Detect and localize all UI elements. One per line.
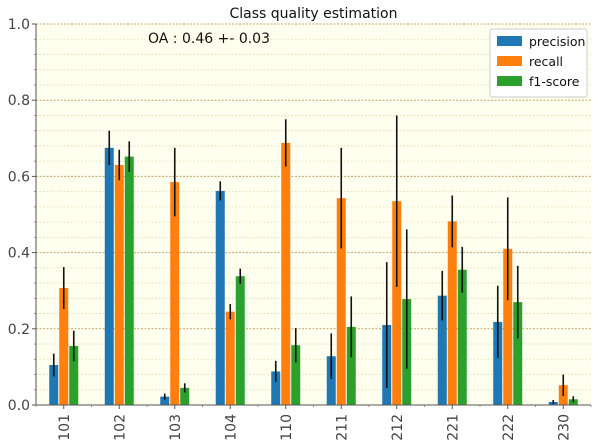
bar-recall-101 — [59, 288, 69, 405]
bar-f1-score-211 — [346, 326, 356, 405]
bar-recall-221 — [447, 221, 457, 405]
bar-precision-104 — [215, 190, 225, 405]
y-tick-label: 1.0 — [8, 17, 30, 33]
x-tick-label: 104 — [223, 414, 239, 441]
bar-precision-211 — [326, 356, 336, 405]
bar-recall-211 — [336, 198, 346, 405]
bar-f1-score-102 — [124, 156, 134, 405]
overall-accuracy-annotation: OA : 0.46 +- 0.03 — [148, 31, 270, 47]
legend-swatch-f1-score — [497, 76, 522, 86]
bar-precision-221 — [437, 295, 447, 405]
x-tick-label: 222 — [501, 414, 517, 441]
bar-recall-102 — [114, 164, 124, 405]
bar-recall-212 — [392, 201, 402, 405]
legend-label-recall: recall — [529, 54, 563, 69]
x-tick-label: 221 — [445, 414, 461, 441]
x-tick-label: 103 — [168, 414, 184, 441]
x-tick-label: 230 — [556, 414, 572, 441]
y-tick-label: 0.0 — [8, 398, 30, 414]
error-bars — [52, 115, 575, 404]
bar-f1-score-222 — [513, 302, 523, 405]
x-tick-label: 102 — [112, 414, 128, 441]
legend-swatch-recall — [497, 56, 522, 66]
bar-f1-score-103 — [180, 387, 190, 405]
legend: precision recall f1-score — [489, 28, 588, 98]
bar-precision-102 — [104, 147, 114, 405]
bar-precision-101 — [49, 364, 59, 405]
y-tick-label: 0.6 — [8, 169, 30, 185]
bar-recall-104 — [225, 311, 235, 405]
x-tick-label: 110 — [279, 414, 295, 441]
bar-f1-score-221 — [457, 269, 467, 405]
bar-f1-score-104 — [235, 276, 245, 405]
legend-label-precision: precision — [529, 34, 585, 49]
y-tick-label: 0.4 — [8, 246, 30, 262]
legend-swatch-precision — [497, 36, 522, 46]
x-tick-label: 211 — [334, 414, 350, 441]
bar-f1-score-101 — [69, 345, 79, 405]
y-tick-label: 0.2 — [8, 322, 30, 338]
bar-recall-222 — [503, 248, 513, 405]
legend-label-f1-score: f1-score — [529, 74, 580, 89]
y-tick-label: 0.8 — [8, 93, 30, 109]
bar-precision-110 — [271, 371, 281, 405]
chart-title: Class quality estimation — [230, 6, 398, 22]
bar-precision-222 — [493, 321, 503, 405]
bar-precision-103 — [160, 396, 170, 405]
axes: 0.0 0.2 0.4 0.6 0.8 1.0 101 102 103 104 110 211 212 2… — [8, 17, 592, 441]
x-tick-label: 101 — [57, 414, 73, 441]
x-tick-label: 212 — [390, 414, 406, 441]
bar-recall-110 — [281, 142, 291, 405]
bar-f1-score-110 — [291, 345, 301, 405]
bar-recall-103 — [170, 182, 180, 405]
